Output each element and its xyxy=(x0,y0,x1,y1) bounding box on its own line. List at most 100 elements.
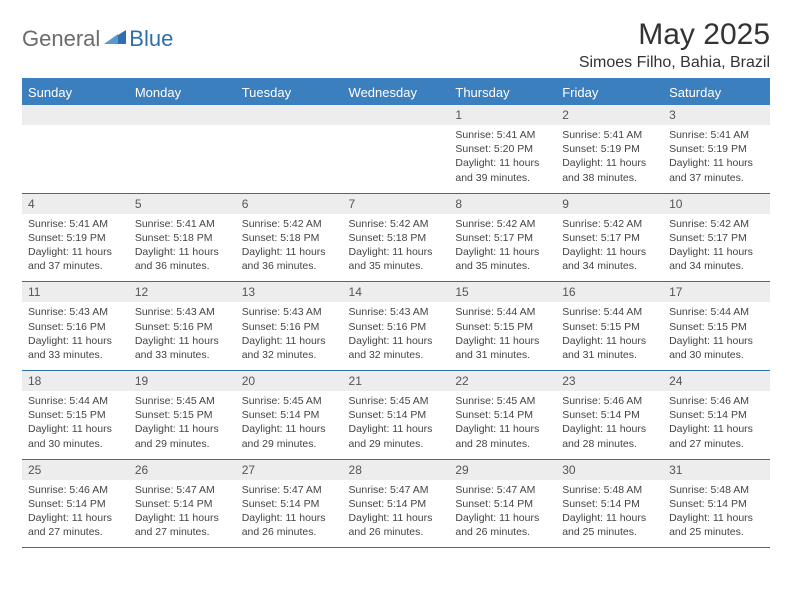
sunset-line: Sunset: 5:14 PM xyxy=(562,408,657,422)
day-body xyxy=(343,125,450,193)
day-body: Sunrise: 5:47 AMSunset: 5:14 PMDaylight:… xyxy=(129,480,236,548)
brand-part1: General xyxy=(22,26,100,52)
sunrise-line: Sunrise: 5:43 AM xyxy=(28,305,123,319)
sunset-line: Sunset: 5:18 PM xyxy=(242,231,337,245)
day-number: 18 xyxy=(22,371,129,391)
day-number xyxy=(343,105,450,125)
day-number: 12 xyxy=(129,282,236,302)
daylight-line: Daylight: 11 hours and 29 minutes. xyxy=(135,422,230,450)
day-body: Sunrise: 5:46 AMSunset: 5:14 PMDaylight:… xyxy=(556,391,663,459)
day-body: Sunrise: 5:42 AMSunset: 5:17 PMDaylight:… xyxy=(556,214,663,282)
day-body: Sunrise: 5:44 AMSunset: 5:15 PMDaylight:… xyxy=(556,302,663,370)
sunset-line: Sunset: 5:16 PM xyxy=(242,320,337,334)
day-number: 8 xyxy=(449,194,556,214)
day-number: 6 xyxy=(236,194,343,214)
daylight-line: Daylight: 11 hours and 25 minutes. xyxy=(562,511,657,539)
day-number: 29 xyxy=(449,460,556,480)
daynum-bar: 11121314151617 xyxy=(22,282,770,302)
sunrise-line: Sunrise: 5:41 AM xyxy=(28,217,123,231)
sunset-line: Sunset: 5:16 PM xyxy=(28,320,123,334)
sunset-line: Sunset: 5:14 PM xyxy=(562,497,657,511)
day-number: 21 xyxy=(343,371,450,391)
day-body: Sunrise: 5:48 AMSunset: 5:14 PMDaylight:… xyxy=(556,480,663,548)
sunrise-line: Sunrise: 5:41 AM xyxy=(562,128,657,142)
sunset-line: Sunset: 5:14 PM xyxy=(349,408,444,422)
day-body: Sunrise: 5:43 AMSunset: 5:16 PMDaylight:… xyxy=(343,302,450,370)
sunset-line: Sunset: 5:14 PM xyxy=(669,497,764,511)
day-number xyxy=(129,105,236,125)
daynum-bar: 45678910 xyxy=(22,194,770,214)
weekday-header: Thursday xyxy=(449,80,556,105)
sunset-line: Sunset: 5:14 PM xyxy=(28,497,123,511)
daylight-line: Daylight: 11 hours and 36 minutes. xyxy=(242,245,337,273)
sunrise-line: Sunrise: 5:43 AM xyxy=(242,305,337,319)
weekday-header: Friday xyxy=(556,80,663,105)
day-body: Sunrise: 5:44 AMSunset: 5:15 PMDaylight:… xyxy=(22,391,129,459)
daylight-line: Daylight: 11 hours and 37 minutes. xyxy=(669,156,764,184)
day-body: Sunrise: 5:44 AMSunset: 5:15 PMDaylight:… xyxy=(449,302,556,370)
day-number: 1 xyxy=(449,105,556,125)
day-number: 3 xyxy=(663,105,770,125)
day-number: 13 xyxy=(236,282,343,302)
sunset-line: Sunset: 5:14 PM xyxy=(349,497,444,511)
sunrise-line: Sunrise: 5:46 AM xyxy=(28,483,123,497)
day-body: Sunrise: 5:46 AMSunset: 5:14 PMDaylight:… xyxy=(22,480,129,548)
sunrise-line: Sunrise: 5:48 AM xyxy=(669,483,764,497)
day-body xyxy=(22,125,129,193)
daylight-line: Daylight: 11 hours and 33 minutes. xyxy=(28,334,123,362)
daylight-line: Daylight: 11 hours and 30 minutes. xyxy=(28,422,123,450)
day-number: 15 xyxy=(449,282,556,302)
title-block: May 2025 Simoes Filho, Bahia, Brazil xyxy=(579,18,770,72)
sunset-line: Sunset: 5:14 PM xyxy=(242,408,337,422)
daylight-line: Daylight: 11 hours and 26 minutes. xyxy=(242,511,337,539)
daylight-line: Daylight: 11 hours and 35 minutes. xyxy=(455,245,550,273)
day-body: Sunrise: 5:42 AMSunset: 5:18 PMDaylight:… xyxy=(236,214,343,282)
daylight-line: Daylight: 11 hours and 32 minutes. xyxy=(349,334,444,362)
calendar-week: 11121314151617Sunrise: 5:43 AMSunset: 5:… xyxy=(22,282,770,371)
day-body: Sunrise: 5:46 AMSunset: 5:14 PMDaylight:… xyxy=(663,391,770,459)
sunrise-line: Sunrise: 5:47 AM xyxy=(349,483,444,497)
sunset-line: Sunset: 5:20 PM xyxy=(455,142,550,156)
weekday-header: Monday xyxy=(129,80,236,105)
day-body: Sunrise: 5:41 AMSunset: 5:19 PMDaylight:… xyxy=(663,125,770,193)
daylight-line: Daylight: 11 hours and 26 minutes. xyxy=(455,511,550,539)
day-number: 23 xyxy=(556,371,663,391)
daylight-line: Daylight: 11 hours and 36 minutes. xyxy=(135,245,230,273)
day-number: 24 xyxy=(663,371,770,391)
day-body xyxy=(129,125,236,193)
sunrise-line: Sunrise: 5:46 AM xyxy=(669,394,764,408)
calendar-week: 123 Sunrise: 5:41 AM Sunset: 5:20 PM Daylig… xyxy=(22,105,770,194)
sunset-line: Sunset: 5:19 PM xyxy=(28,231,123,245)
sunrise-line: Sunrise: 5:45 AM xyxy=(349,394,444,408)
day-body: Sunrise: 5:45 AMSunset: 5:15 PMDaylight:… xyxy=(129,391,236,459)
daybody-bar: Sunrise: 5:46 AMSunset: 5:14 PMDaylight:… xyxy=(22,480,770,548)
calendar-week: 18192021222324Sunrise: 5:44 AMSunset: 5:… xyxy=(22,371,770,460)
daylight-line: Daylight: 11 hours and 35 minutes. xyxy=(349,245,444,273)
sunrise-line: Sunrise: 5:46 AM xyxy=(562,394,657,408)
daylight-line: Daylight: 11 hours and 30 minutes. xyxy=(669,334,764,362)
sunrise-line: Sunrise: 5:41 AM xyxy=(135,217,230,231)
sunset-line: Sunset: 5:16 PM xyxy=(349,320,444,334)
daybody-bar: Sunrise: 5:43 AMSunset: 5:16 PMDaylight:… xyxy=(22,302,770,370)
weekday-header: Saturday xyxy=(663,80,770,105)
day-number: 28 xyxy=(343,460,450,480)
sunrise-line: Sunrise: 5:42 AM xyxy=(669,217,764,231)
daylight-line: Daylight: 11 hours and 31 minutes. xyxy=(562,334,657,362)
sunset-line: Sunset: 5:19 PM xyxy=(669,142,764,156)
sunrise-line: Sunrise: 5:42 AM xyxy=(242,217,337,231)
daynum-bar: 123 xyxy=(22,105,770,125)
day-body: Sunrise: 5:43 AMSunset: 5:16 PMDaylight:… xyxy=(22,302,129,370)
brand-part2: Blue xyxy=(129,26,173,52)
day-body xyxy=(236,125,343,193)
sunrise-line: Sunrise: 5:43 AM xyxy=(135,305,230,319)
day-number: 30 xyxy=(556,460,663,480)
day-number: 22 xyxy=(449,371,556,391)
day-number: 4 xyxy=(22,194,129,214)
month-title: May 2025 xyxy=(579,18,770,52)
daylight-line: Daylight: 11 hours and 26 minutes. xyxy=(349,511,444,539)
day-number: 14 xyxy=(343,282,450,302)
sunset-line: Sunset: 5:18 PM xyxy=(135,231,230,245)
sunrise-line: Sunrise: 5:44 AM xyxy=(562,305,657,319)
day-number: 25 xyxy=(22,460,129,480)
day-number: 5 xyxy=(129,194,236,214)
